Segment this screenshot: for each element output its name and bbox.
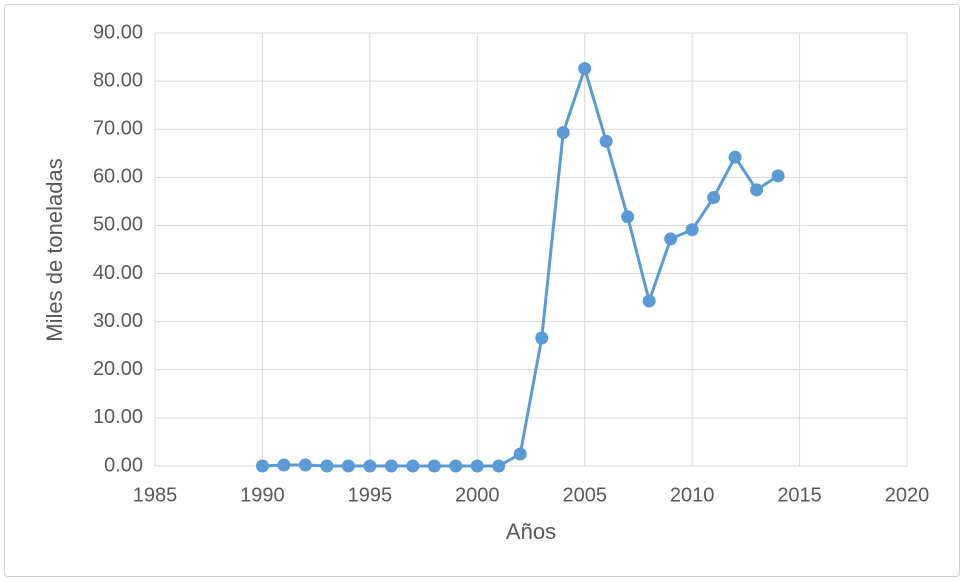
data-point [578,62,592,76]
y-tick-label: 70.00 [93,118,143,140]
data-point [406,459,420,473]
data-point [642,294,656,308]
x-tick-label: 1985 [133,484,178,506]
data-point [599,134,613,148]
y-tick-label: 90.00 [93,21,143,43]
data-point [728,150,742,164]
x-tick-label: 1995 [348,484,393,506]
y-tick-label: 80.00 [93,69,143,91]
y-tick-label: 50.00 [93,214,143,236]
x-tick-label: 2015 [777,484,822,506]
y-tick-label: 40.00 [93,262,143,284]
data-point [298,458,312,472]
data-point [707,191,721,205]
data-point [556,126,570,140]
data-point [363,459,377,473]
y-tick-label: 60.00 [93,166,143,188]
x-tick-label: 2005 [562,484,607,506]
data-point [449,459,463,473]
x-tick-label: 2010 [670,484,715,506]
y-tick-label: 30.00 [93,310,143,332]
x-tick-label: 2020 [885,484,930,506]
y-tick-label: 20.00 [93,358,143,380]
y-tick-label: 10.00 [93,406,143,428]
y-axis-title: Miles de toneladas [42,158,67,341]
x-tick-label: 2000 [455,484,500,506]
data-point [470,459,484,473]
data-point [771,169,785,183]
data-point [277,458,291,472]
data-point [535,331,549,345]
chart-frame [4,4,960,577]
data-point [750,183,764,197]
data-point [513,447,527,461]
x-tick-label: 1990 [240,484,285,506]
x-axis-title: Años [506,519,556,544]
data-point [255,459,269,473]
data-point [685,223,699,237]
y-tick-label: 0.00 [104,454,143,476]
data-point [320,459,334,473]
data-point [341,459,355,473]
data-point [427,459,441,473]
data-point [621,210,635,224]
data-point [492,459,506,473]
data-point [384,459,398,473]
data-point [664,232,678,246]
